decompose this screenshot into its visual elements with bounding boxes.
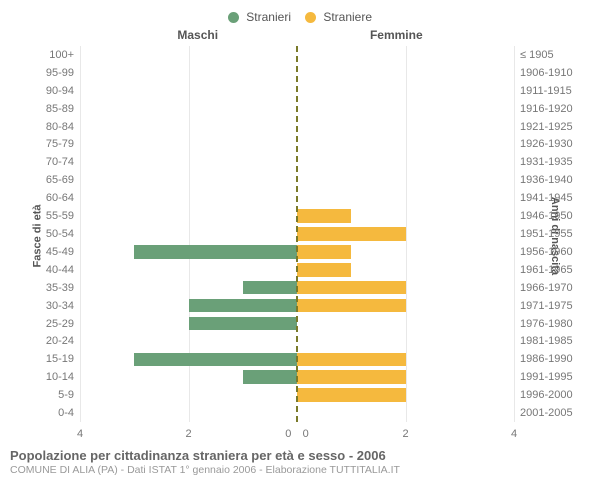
birth-year-label: 2001-2005: [514, 407, 573, 419]
legend-label-male: Stranieri: [246, 10, 291, 24]
age-label: 100+: [49, 49, 80, 61]
birth-year-label: 1936-1940: [514, 174, 573, 186]
birth-year-label: 1976-1980: [514, 318, 573, 330]
birth-year-label: 1961-1965: [514, 264, 573, 276]
bar-male: [189, 317, 298, 331]
age-label: 20-24: [46, 335, 80, 347]
x-tick: 0: [303, 428, 309, 440]
birth-year-label: 1986-1990: [514, 353, 573, 365]
legend-swatch-female: [305, 12, 316, 23]
bar-male: [243, 370, 297, 384]
birth-year-label: 1926-1930: [514, 138, 573, 150]
bar-female: [297, 353, 406, 367]
age-label: 30-34: [46, 300, 80, 312]
birth-year-label: ≤ 1905: [514, 49, 554, 61]
column-title-male: Maschi: [177, 28, 218, 42]
birth-year-label: 1996-2000: [514, 389, 573, 401]
footer-title: Popolazione per cittadinanza straniera p…: [10, 448, 590, 463]
bar-female: [297, 263, 351, 277]
legend-item-male: Stranieri: [228, 10, 291, 24]
birth-year-label: 1981-1985: [514, 335, 573, 347]
bar-female: [297, 388, 406, 402]
x-tick: 0: [285, 428, 291, 440]
age-label: 40-44: [46, 264, 80, 276]
birth-year-label: 1911-1915: [514, 85, 572, 97]
age-label: 75-79: [46, 138, 80, 150]
chart-area: Maschi Femmine Fasce di età Anni di nasc…: [8, 28, 592, 444]
bar-female: [297, 299, 406, 313]
bar-female: [297, 370, 406, 384]
legend-label-female: Straniere: [323, 10, 372, 24]
age-label: 50-54: [46, 228, 80, 240]
bar-female: [297, 281, 406, 295]
legend-item-female: Straniere: [305, 10, 372, 24]
x-tick: 4: [511, 428, 517, 440]
bar-female: [297, 227, 406, 241]
birth-year-label: 1946-1950: [514, 210, 573, 222]
birth-year-label: 1951-1955: [514, 228, 573, 240]
chart-container: Stranieri Straniere Maschi Femmine Fasce…: [0, 0, 600, 500]
bar-male: [134, 353, 297, 367]
age-label: 45-49: [46, 246, 80, 258]
plot-area: 420024100+≤ 190595-991906-191090-941911-…: [80, 46, 514, 422]
age-label: 0-4: [58, 407, 80, 419]
age-label: 70-74: [46, 156, 80, 168]
birth-year-label: 1921-1925: [514, 121, 573, 133]
bar-male: [189, 299, 298, 313]
birth-year-label: 1906-1910: [514, 67, 573, 79]
age-label: 10-14: [46, 371, 80, 383]
x-tick: 2: [185, 428, 191, 440]
birth-year-label: 1991-1995: [514, 371, 573, 383]
legend: Stranieri Straniere: [0, 0, 600, 28]
age-label: 15-19: [46, 353, 80, 365]
bar-male: [134, 245, 297, 259]
age-label: 60-64: [46, 192, 80, 204]
bar-female: [297, 209, 351, 223]
birth-year-label: 1956-1960: [514, 246, 573, 258]
birth-year-label: 1971-1975: [514, 300, 573, 312]
birth-year-label: 1916-1920: [514, 103, 573, 115]
x-tick: 2: [402, 428, 408, 440]
age-label: 85-89: [46, 103, 80, 115]
bar-male: [243, 281, 297, 295]
birth-year-label: 1931-1935: [514, 156, 573, 168]
age-label: 55-59: [46, 210, 80, 222]
age-label: 35-39: [46, 282, 80, 294]
age-label: 80-84: [46, 121, 80, 133]
birth-year-label: 1966-1970: [514, 282, 573, 294]
age-label: 90-94: [46, 85, 80, 97]
y-axis-title-left: Fasce di età: [31, 205, 43, 268]
bar-female: [297, 245, 351, 259]
footer-subtitle: COMUNE DI ALIA (PA) - Dati ISTAT 1° genn…: [10, 464, 590, 476]
x-tick: 4: [77, 428, 83, 440]
legend-swatch-male: [228, 12, 239, 23]
column-title-female: Femmine: [370, 28, 423, 42]
center-line: [296, 46, 298, 422]
age-label: 5-9: [58, 389, 80, 401]
footer: Popolazione per cittadinanza straniera p…: [0, 444, 600, 476]
age-label: 95-99: [46, 67, 80, 79]
birth-year-label: 1941-1945: [514, 192, 573, 204]
age-label: 65-69: [46, 174, 80, 186]
age-label: 25-29: [46, 318, 80, 330]
